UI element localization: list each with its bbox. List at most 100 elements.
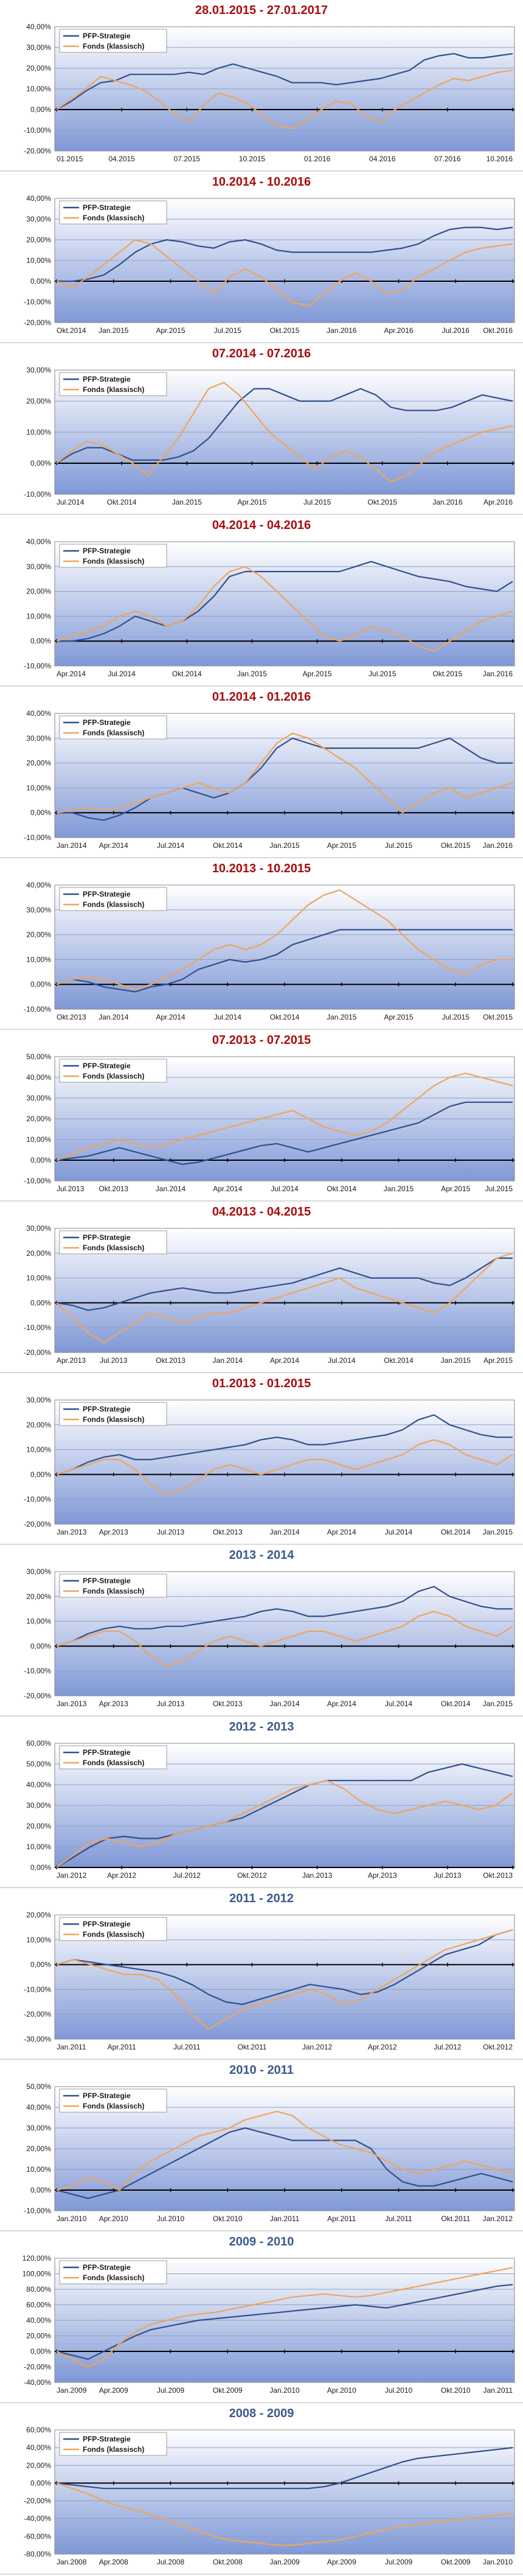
x-tick-label: Apr.2011 — [327, 2214, 356, 2223]
y-tick-label: 30,00% — [26, 215, 51, 223]
x-tick-label: 07.2015 — [174, 155, 201, 163]
x-tick-label: Jul.2015 — [303, 498, 331, 506]
x-tick-label: Jul.2011 — [173, 2043, 201, 2051]
chart-panel: 07.2013 - 07.2015 50,00% 40,00% 30,00% 20,00… — [0, 1030, 523, 1202]
chart-panel: 28.01.2015 - 27.01.2017 40,00% 30,00% 20,00… — [0, 0, 523, 172]
x-tick-label: Jul.2014 — [385, 1528, 413, 1536]
chart-svg: 40,00% 30,00% 20,00% 10,00% 0,00% -10,00% -20,… — [24, 23, 515, 163]
x-tick-label: Apr.2015 — [441, 1185, 470, 1193]
x-tick-label: Jul.2014 — [214, 1013, 242, 1021]
x-tick-label: Okt.2010 — [441, 2386, 471, 2395]
x-tick-label: Okt.2009 — [441, 2558, 471, 2566]
x-tick-label: Okt.2010 — [213, 2214, 243, 2223]
x-tick-label: Apr.2016 — [483, 498, 513, 506]
legend-box — [59, 1230, 167, 1255]
legend-box — [59, 544, 167, 568]
x-tick-label: Okt.2015 — [433, 670, 463, 678]
x-tick-label: Jul.2014 — [157, 841, 185, 850]
x-tick-label: Jan.2010 — [483, 2558, 513, 2566]
y-tick-label: 30,00% — [26, 2124, 51, 2132]
chart-panel: 2012 - 2013 60,00% 50,00% 40,00% 30,00% 20,00… — [0, 1717, 523, 1888]
x-tick-label: Apr.2014 — [213, 1185, 242, 1193]
legend: PFP-Strategie Fonds (klassisch) — [59, 1402, 167, 1426]
x-tick-label: Jul.2009 — [157, 2386, 185, 2395]
x-tick-label: Apr.2013 — [99, 1699, 128, 1708]
x-tick-label: Okt.2012 — [483, 2043, 513, 2051]
legend-label-strategie: PFP-Strategie — [83, 1062, 131, 1070]
series-line-strategie — [57, 226, 513, 282]
x-tick-label: Okt.2014 — [327, 1185, 356, 1193]
y-tick-label: 60,00% — [26, 1740, 51, 1748]
x-tick-label: Jan.2015 — [269, 841, 300, 850]
chart-title: 04.2013 - 04.2015 — [212, 1205, 311, 1219]
y-tick-label: 20,00% — [26, 2144, 51, 2153]
x-tick-label: Apr.2015 — [327, 841, 356, 850]
panel-divider — [0, 2059, 523, 2060]
y-tick-label: 10,00% — [26, 612, 51, 620]
x-tick-label: Apr.2009 — [99, 2386, 128, 2395]
y-tick-label: 30,00% — [26, 562, 51, 571]
legend-label-strategie: PFP-Strategie — [83, 718, 131, 727]
chart-panel: 2010 - 2011 50,00% 40,00% 30,00% 20,00% 10,00… — [0, 2060, 523, 2231]
x-tick-label: Jan.2015 — [99, 326, 129, 335]
legend: PFP-Strategie Fonds (klassisch) — [59, 544, 167, 568]
legend: PFP-Strategie Fonds (klassisch) — [59, 1745, 167, 1769]
y-tick-label: -10,00% — [24, 1495, 51, 1503]
chart-title: 10.2013 - 10.2015 — [212, 862, 311, 875]
y-tick-label: 10,00% — [26, 1617, 51, 1626]
x-tick-label: Apr.2013 — [57, 1356, 86, 1365]
x-tick-label: Apr.2016 — [384, 326, 413, 335]
y-tick-label: -10,00% — [24, 662, 51, 670]
series-line-strategie — [56, 2284, 513, 2360]
y-tick-label: 30,00% — [26, 906, 51, 914]
x-tick-label: Apr.2014 — [99, 841, 128, 850]
legend-label-fonds: Fonds (klassisch) — [83, 1244, 144, 1252]
legend-label-fonds: Fonds (klassisch) — [83, 42, 144, 51]
series-line-strategie — [56, 53, 513, 110]
x-tick-label: Jan.2012 — [483, 2214, 513, 2223]
legend-label-fonds: Fonds (klassisch) — [83, 1415, 144, 1424]
x-tick-label: Jan.2016 — [327, 326, 357, 335]
series-line-fonds — [56, 2110, 513, 2191]
x-tick-label: Jul.2015 — [442, 1013, 470, 1021]
x-tick-label: Okt.2015 — [367, 498, 397, 506]
legend-box — [59, 2260, 167, 2284]
series-line-fonds — [56, 732, 513, 814]
x-tick-label: Okt.2014 — [57, 326, 86, 335]
y-tick-label: -20,00% — [24, 1692, 51, 1700]
x-tick-label: 01.2015 — [57, 155, 83, 163]
y-tick-label: 100,00% — [23, 2270, 52, 2278]
y-tick-label: 10,00% — [26, 2165, 51, 2174]
x-tick-label: Jan.2011 — [270, 2214, 300, 2223]
x-tick-label: 04.2016 — [369, 155, 396, 163]
y-tick-label: 20,00% — [26, 236, 51, 244]
chart-svg: 50,00% 40,00% 30,00% 20,00% 10,00% 0,00% -10,0… — [24, 2083, 515, 2223]
y-tick-label: 40,00% — [26, 1780, 51, 1789]
legend-box — [59, 372, 167, 396]
x-tick-label: Jul.2010 — [385, 2386, 413, 2395]
panel-divider — [0, 1544, 523, 1545]
x-tick-label: 07.2016 — [434, 155, 461, 163]
y-tick-label: -10,00% — [24, 833, 51, 842]
x-tick-label: Apr.2014 — [327, 1699, 356, 1708]
legend-label-fonds: Fonds (klassisch) — [83, 214, 144, 222]
y-tick-label: 10,00% — [26, 1274, 51, 1283]
y-tick-label: 10,00% — [26, 955, 51, 964]
x-tick-label: Jul.2013 — [157, 1699, 185, 1708]
y-tick-label: 0,00% — [30, 808, 51, 817]
panel-divider — [0, 170, 523, 172]
x-tick-label: Jan.2009 — [269, 2558, 300, 2566]
x-tick-label: Jan.2013 — [57, 1699, 87, 1708]
x-tick-label: Okt.2014 — [213, 841, 243, 850]
y-tick-label: 30,00% — [26, 1396, 51, 1404]
x-tick-label: Apr.2015 — [156, 326, 185, 335]
y-tick-label: -10,00% — [24, 1323, 51, 1332]
x-tick-label: Jan.2014 — [269, 1528, 300, 1536]
y-tick-label: 0,00% — [30, 2347, 51, 2356]
x-tick-label: Okt.2015 — [270, 326, 300, 335]
y-tick-label: 30,00% — [26, 366, 51, 374]
y-tick-label: 40,00% — [26, 538, 51, 546]
x-tick-label: Jan.2014 — [99, 1013, 129, 1021]
y-tick-label: 0,00% — [30, 1298, 51, 1307]
chart-title: 2010 - 2011 — [229, 2063, 294, 2077]
